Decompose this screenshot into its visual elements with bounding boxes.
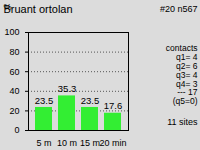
svg-text:0: 0 xyxy=(14,125,19,135)
svg-text:23.5: 23.5 xyxy=(35,95,54,106)
svg-text:5 m: 5 m xyxy=(36,138,51,148)
svg-text:80: 80 xyxy=(9,47,19,57)
svg-text:23.5: 23.5 xyxy=(81,95,100,106)
svg-text:#20 n567: #20 n567 xyxy=(160,4,198,14)
svg-text:17.6: 17.6 xyxy=(104,100,123,111)
svg-text:100: 100 xyxy=(4,27,19,37)
svg-text:60: 60 xyxy=(9,67,19,77)
svg-text:40: 40 xyxy=(9,86,19,96)
svg-text:contactsq1= 4q2= 6q3= 4q4= 3--: contactsq1= 4q2= 6q3= 4q4= 3--- 17(q5=0) xyxy=(166,43,198,107)
svg-text:15 m: 15 m xyxy=(80,138,100,148)
svg-text:35.3: 35.3 xyxy=(58,83,77,94)
svg-text:11 sites: 11 sites xyxy=(167,117,198,127)
svg-text:Bruant ortolan: Bruant ortolan xyxy=(4,3,73,15)
svg-text:20: 20 xyxy=(9,106,19,116)
svg-text:20 min: 20 min xyxy=(99,138,126,148)
svg-text:10 m: 10 m xyxy=(57,138,77,148)
